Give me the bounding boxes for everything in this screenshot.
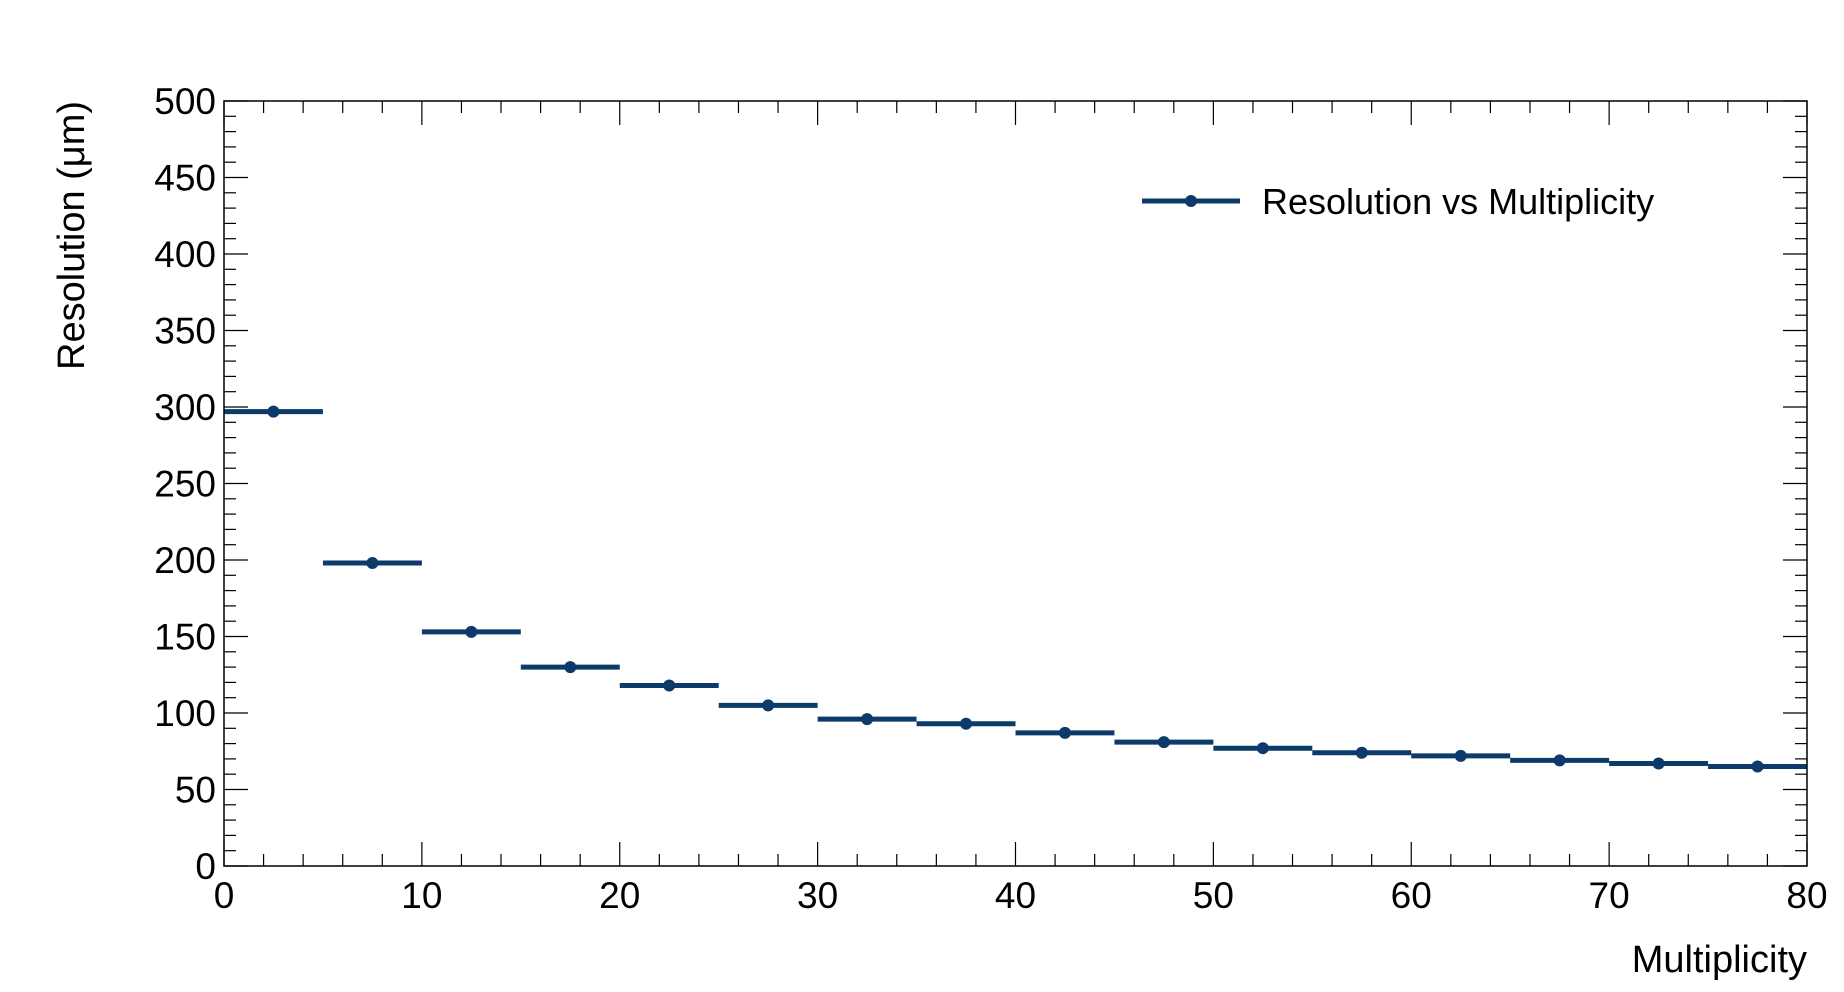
data-point xyxy=(861,713,874,726)
y-tick-label: 400 xyxy=(154,234,216,275)
y-tick-label: 0 xyxy=(195,846,216,887)
y-tick-label: 350 xyxy=(154,311,216,352)
x-tick-label: 20 xyxy=(599,875,640,916)
y-tick-label: 100 xyxy=(154,693,216,734)
x-tick-label: 80 xyxy=(1786,875,1827,916)
x-tick-label: 50 xyxy=(1193,875,1234,916)
data-point xyxy=(1652,757,1665,770)
legend: Resolution vs Multiplicity xyxy=(1142,181,1654,222)
data-point xyxy=(663,679,676,692)
y-tick-label: 200 xyxy=(154,540,216,581)
data-point xyxy=(762,699,775,712)
data-point xyxy=(564,661,577,674)
data-point xyxy=(366,557,379,570)
x-tick-label: 0 xyxy=(214,875,235,916)
y-tick-label: 150 xyxy=(154,617,216,658)
data-point xyxy=(1058,726,1071,739)
x-axis-label: Multiplicity xyxy=(1632,939,1807,981)
data-point xyxy=(267,405,280,418)
x-tick-label: 40 xyxy=(995,875,1036,916)
data-point xyxy=(1355,746,1368,759)
y-tick-label: 250 xyxy=(154,464,216,505)
plot-frame xyxy=(223,100,1808,867)
data-point xyxy=(1751,760,1764,773)
y-tick-label: 450 xyxy=(154,158,216,199)
axis-ticks xyxy=(223,100,1808,867)
x-tick-label: 70 xyxy=(1589,875,1630,916)
x-tick-label: 30 xyxy=(797,875,838,916)
x-tick-label: 60 xyxy=(1391,875,1432,916)
data-point xyxy=(1256,742,1269,755)
y-tick-label: 300 xyxy=(154,387,216,428)
x-tick-label: 10 xyxy=(401,875,442,916)
data-point xyxy=(1157,736,1170,749)
data-point xyxy=(1454,749,1467,762)
y-tick-label: 50 xyxy=(175,770,216,811)
y-axis-label: Resolution (μm) xyxy=(51,101,93,370)
data-series xyxy=(224,405,1807,773)
data-point xyxy=(465,625,478,638)
axis-tick-labels: 0 10 20 30 40 50 60 70 80 0 50 100 150 200 250 300 350 40… xyxy=(154,81,1827,916)
legend-point-marker xyxy=(1185,195,1197,207)
data-point xyxy=(1553,754,1566,767)
y-tick-label: 500 xyxy=(154,81,216,122)
legend-entry-label: Resolution vs Multiplicity xyxy=(1262,181,1654,222)
data-point xyxy=(960,717,973,730)
